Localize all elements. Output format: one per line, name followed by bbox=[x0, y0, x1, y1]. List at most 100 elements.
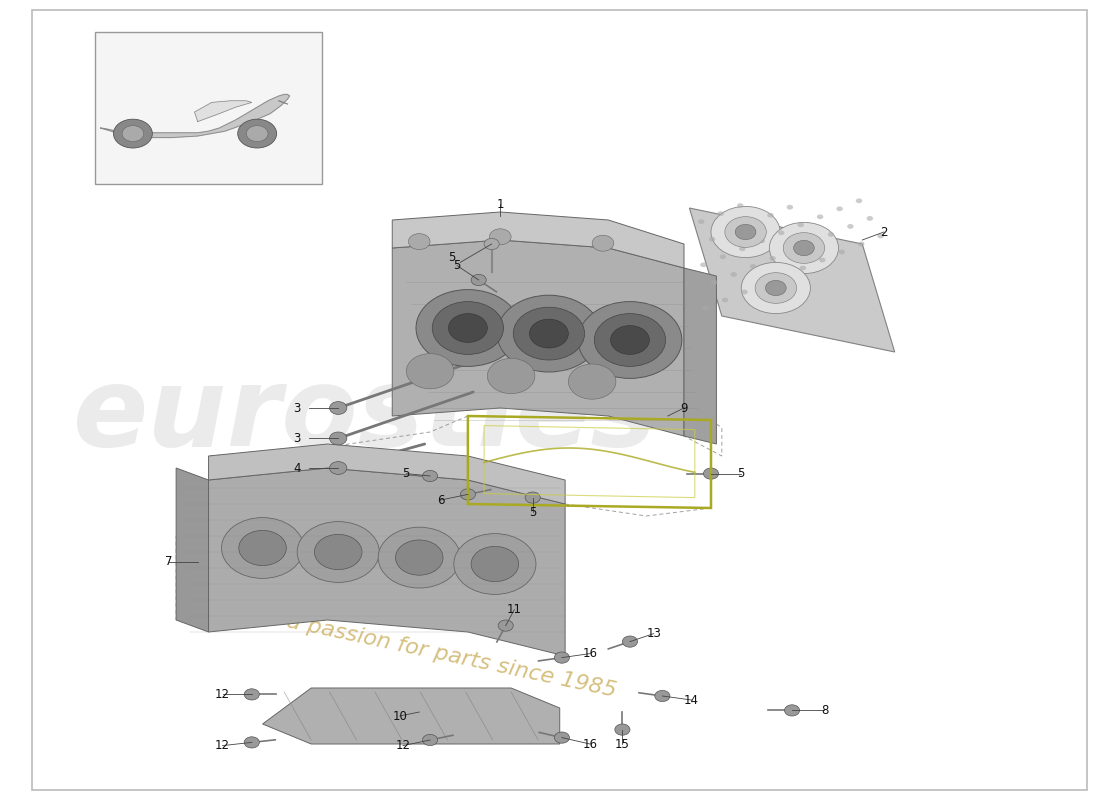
Text: eurostles: eurostles bbox=[73, 362, 658, 470]
Circle shape bbox=[783, 233, 825, 263]
Circle shape bbox=[741, 262, 811, 314]
Circle shape bbox=[735, 224, 756, 240]
Polygon shape bbox=[209, 468, 565, 656]
Circle shape bbox=[750, 264, 757, 269]
Circle shape bbox=[498, 620, 514, 631]
Polygon shape bbox=[690, 208, 894, 352]
Text: 2: 2 bbox=[880, 226, 888, 238]
Text: 5: 5 bbox=[738, 467, 745, 480]
Circle shape bbox=[579, 302, 682, 378]
Circle shape bbox=[238, 119, 276, 148]
Circle shape bbox=[808, 240, 815, 245]
Circle shape bbox=[471, 546, 519, 582]
Text: 7: 7 bbox=[165, 555, 173, 568]
Text: 3: 3 bbox=[293, 432, 300, 445]
Circle shape bbox=[623, 636, 638, 647]
Circle shape bbox=[711, 280, 717, 285]
Circle shape bbox=[378, 527, 460, 588]
Circle shape bbox=[766, 280, 786, 296]
Polygon shape bbox=[195, 101, 252, 122]
Circle shape bbox=[703, 306, 708, 310]
Text: 5: 5 bbox=[403, 467, 410, 480]
Circle shape bbox=[449, 314, 487, 342]
Polygon shape bbox=[684, 268, 716, 444]
Polygon shape bbox=[393, 240, 684, 436]
Text: 14: 14 bbox=[684, 694, 700, 706]
Circle shape bbox=[490, 229, 512, 245]
Circle shape bbox=[432, 302, 504, 354]
Circle shape bbox=[460, 489, 475, 500]
Circle shape bbox=[739, 246, 746, 251]
Circle shape bbox=[554, 652, 570, 663]
Circle shape bbox=[497, 295, 601, 372]
Circle shape bbox=[748, 221, 755, 226]
FancyBboxPatch shape bbox=[95, 32, 322, 184]
Circle shape bbox=[594, 314, 666, 366]
Circle shape bbox=[722, 298, 728, 302]
Circle shape bbox=[708, 237, 715, 242]
Circle shape bbox=[784, 705, 800, 716]
Circle shape bbox=[244, 737, 260, 748]
Circle shape bbox=[838, 250, 845, 254]
Circle shape bbox=[615, 724, 630, 735]
Circle shape bbox=[529, 319, 569, 348]
Circle shape bbox=[592, 235, 614, 251]
Circle shape bbox=[416, 290, 519, 366]
Circle shape bbox=[408, 234, 430, 250]
Circle shape bbox=[701, 262, 706, 267]
Circle shape bbox=[759, 238, 764, 243]
Polygon shape bbox=[176, 468, 209, 632]
Circle shape bbox=[769, 256, 776, 261]
Circle shape bbox=[422, 470, 438, 482]
Circle shape bbox=[856, 198, 862, 203]
Circle shape bbox=[330, 432, 346, 445]
Text: 11: 11 bbox=[507, 603, 521, 616]
Circle shape bbox=[725, 217, 767, 247]
Circle shape bbox=[820, 258, 825, 262]
Text: 3: 3 bbox=[293, 402, 300, 414]
Circle shape bbox=[484, 238, 499, 250]
Circle shape bbox=[730, 272, 737, 277]
Text: 5: 5 bbox=[453, 259, 461, 272]
Text: 5: 5 bbox=[448, 251, 455, 264]
Circle shape bbox=[330, 402, 346, 414]
Circle shape bbox=[454, 534, 536, 594]
Circle shape bbox=[698, 219, 704, 224]
Circle shape bbox=[847, 224, 854, 229]
Circle shape bbox=[711, 206, 780, 258]
Circle shape bbox=[610, 326, 649, 354]
Circle shape bbox=[793, 240, 814, 256]
Circle shape bbox=[867, 216, 873, 221]
Text: 12: 12 bbox=[216, 739, 230, 752]
Circle shape bbox=[246, 126, 268, 142]
Circle shape bbox=[297, 522, 379, 582]
Text: 16: 16 bbox=[583, 647, 597, 660]
Circle shape bbox=[728, 229, 735, 234]
Text: 9: 9 bbox=[680, 402, 688, 414]
Text: 5: 5 bbox=[529, 506, 537, 518]
Text: 1: 1 bbox=[496, 198, 504, 210]
Text: 15: 15 bbox=[615, 738, 630, 750]
Text: 12: 12 bbox=[216, 688, 230, 701]
Circle shape bbox=[858, 242, 865, 246]
Circle shape bbox=[827, 232, 834, 237]
Text: 8: 8 bbox=[821, 704, 828, 717]
Polygon shape bbox=[100, 94, 289, 138]
Circle shape bbox=[244, 689, 260, 700]
Circle shape bbox=[769, 222, 838, 274]
Circle shape bbox=[761, 282, 767, 286]
Circle shape bbox=[396, 540, 443, 575]
Circle shape bbox=[315, 534, 362, 570]
Polygon shape bbox=[393, 212, 684, 268]
Circle shape bbox=[780, 274, 786, 278]
Circle shape bbox=[719, 254, 726, 259]
Circle shape bbox=[755, 273, 796, 303]
Text: 6: 6 bbox=[437, 494, 444, 506]
Circle shape bbox=[654, 690, 670, 702]
Circle shape bbox=[717, 211, 724, 216]
Text: 13: 13 bbox=[647, 627, 661, 640]
Circle shape bbox=[525, 492, 540, 503]
Circle shape bbox=[703, 468, 718, 479]
Circle shape bbox=[786, 205, 793, 210]
Circle shape bbox=[878, 234, 884, 238]
